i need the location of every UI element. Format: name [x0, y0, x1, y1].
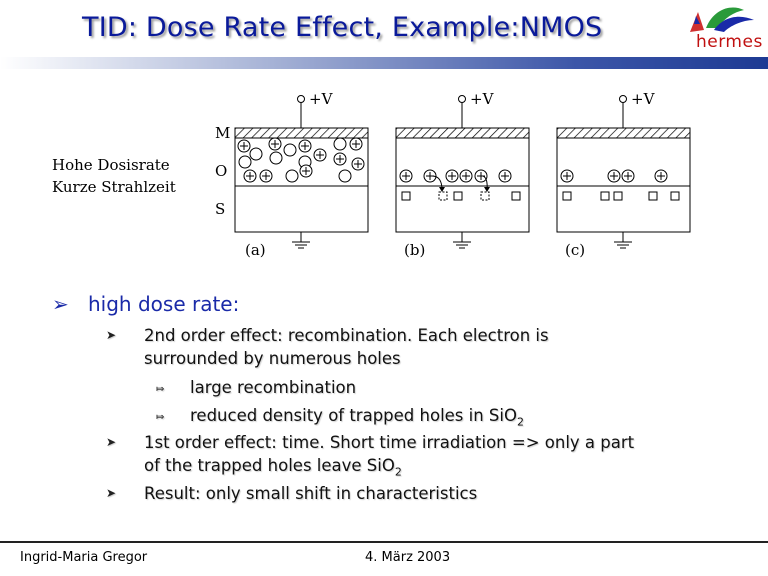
list-item-2-subscript: 2 [394, 465, 402, 479]
footer-date: 4. März 2003 [365, 550, 451, 565]
list-item-1-line1: 2nd order effect: recombination. Each el… [144, 326, 549, 345]
sub-item-1-text: large recombination [190, 378, 357, 397]
triangle-bullet-icon: ➤ [106, 486, 117, 500]
hermes-logo-icon [690, 7, 754, 32]
logo-text: hermes [696, 32, 763, 52]
main-bullet-text: high dose rate: [88, 292, 240, 316]
triangle-bullet-icon: ➤ [106, 435, 117, 449]
side-text-line2: Kurze Strahlzeit [52, 178, 176, 196]
list-item-3-text: Result: only small shift in characterist… [144, 484, 478, 503]
panel-a: +V (a) [234, 92, 369, 259]
voltage-label-c: +V [631, 92, 656, 108]
voltage-label-a: +V [309, 92, 334, 108]
voltage-label-b: +V [470, 92, 495, 108]
list-item-2-line2: of the trapped holes leave SiO [144, 456, 395, 475]
layer-label-o: O [215, 162, 227, 180]
page-title: TID: Dose Rate Effect, Example:NMOS [82, 12, 603, 43]
sub-item-2-subscript: 2 [516, 415, 524, 429]
list-item-1-line2: surrounded by numerous holes [144, 349, 401, 368]
title-bar [0, 57, 768, 69]
sub-item-2-text: reduced density of trapped holes in SiO [190, 406, 517, 425]
panel-b: +V (b) [395, 92, 530, 259]
footer-author: Ingrid-Maria Gregor [20, 550, 148, 565]
panel-c: +V (c) [556, 92, 691, 259]
mos-diagram: Hohe Dosisrate Kurze Strahlzeit M O S +V… [52, 92, 691, 259]
footer-divider [0, 541, 768, 543]
triangle-bullet-icon: ➤ [106, 328, 117, 342]
double-arrow-bullet-icon: ⤇ [156, 412, 165, 423]
arrowhead-bullet-icon: ➢ [52, 292, 69, 316]
layer-label-s: S [215, 200, 225, 218]
panel-label-a: (a) [245, 241, 266, 259]
panel-label-b: (b) [404, 241, 425, 259]
side-text-line1: Hohe Dosisrate [52, 156, 170, 174]
layer-label-m: M [215, 124, 230, 142]
panel-label-c: (c) [565, 241, 585, 259]
list-item-2-line1: 1st order effect: time. Short time irrad… [144, 433, 635, 452]
double-arrow-bullet-icon: ⤇ [156, 384, 165, 395]
